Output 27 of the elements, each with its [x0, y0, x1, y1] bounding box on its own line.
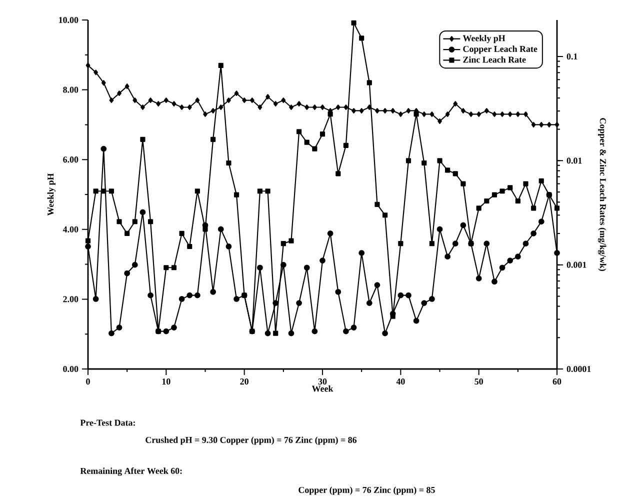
- x-tick-label: 40: [396, 378, 405, 385]
- x-tick-label: 10: [162, 378, 170, 385]
- y-tick-label: 0.00: [63, 366, 78, 372]
- x-tick-label: 60: [552, 378, 562, 385]
- legend-label: Weekly pH: [462, 34, 506, 44]
- y2-axis-title: Copper & Zinc Leach Rates (mg/kg/wk): [598, 118, 606, 271]
- x-tick-label: 30: [318, 378, 327, 385]
- y-tick-label: 4.00: [62, 226, 78, 232]
- y-tick-label: 8.00: [63, 86, 78, 93]
- text: Pre-Test Data:: [80, 420, 135, 426]
- text: Crushed pH = 9.30 Copper (ppm) = 76 Zinc (ppm) = 86: [146, 436, 357, 445]
- x-tick-label: 20: [240, 378, 248, 385]
- y2-tick-label: 0.01: [566, 158, 582, 164]
- x-axis-title: Week: [312, 385, 334, 392]
- text: Remaining After Week 60:: [80, 468, 182, 476]
- y2-tick-label: 0.0001: [566, 366, 591, 372]
- y-tick-label: 2.00: [63, 296, 78, 302]
- y2-tick-label: 0.001: [566, 262, 586, 268]
- y-tick-label: 6.00: [63, 156, 78, 163]
- y-tick-label: 10.00: [59, 16, 78, 24]
- x-tick-label: 0: [86, 378, 90, 385]
- x-tick-label: 50: [474, 378, 483, 385]
- text: Copper (ppm) = 76 Zinc (ppm) = 85: [298, 486, 435, 495]
- y2-tick-label: 0.1: [566, 53, 578, 60]
- legend-label: Copper Leach Rate: [463, 46, 538, 54]
- y-axis-title: Weekly pH: [47, 173, 56, 216]
- legend-label: Zinc Leach Rate: [463, 56, 526, 63]
